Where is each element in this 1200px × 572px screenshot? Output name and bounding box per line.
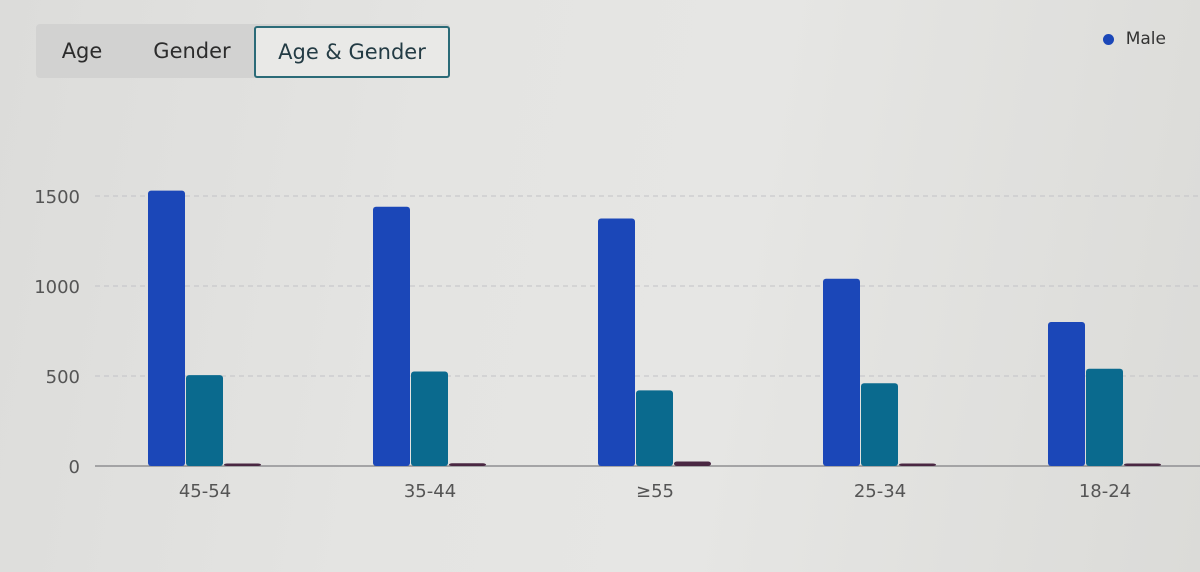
x-tick-label-2: ≥55 — [636, 481, 674, 502]
chart-legend: Male — [1102, 29, 1166, 49]
bar-25-34-series-2 — [899, 463, 936, 466]
legend-label-male: Male — [1125, 29, 1166, 49]
x-tick-label-1: 35-44 — [404, 481, 456, 502]
y-tick-label-500: 500 — [46, 367, 80, 388]
view-tab-bar: Age Gender Age & Gender — [36, 24, 450, 78]
bar-18-24-series-2 — [1124, 463, 1161, 466]
y-tick-label-1500: 1500 — [34, 187, 80, 208]
bar-25-34-series-0 — [823, 278, 860, 466]
bar-≥55-series-0 — [598, 218, 635, 466]
bar-45-54-series-0 — [148, 190, 185, 466]
x-tick-label-4: 18-24 — [1079, 481, 1131, 502]
bar-45-54-series-2 — [224, 463, 261, 466]
bar-25-34-series-1 — [861, 383, 898, 466]
bar-18-24-series-1 — [1086, 368, 1123, 466]
bar-≥55-series-1 — [636, 390, 673, 466]
bar-35-44-series-1 — [411, 371, 448, 466]
y-tick-label-0: 0 — [69, 457, 80, 478]
bar-35-44-series-0 — [373, 206, 410, 467]
bar-≥55-series-2 — [674, 461, 711, 466]
tab-gender[interactable]: Gender — [153, 39, 231, 63]
bar-18-24-series-0 — [1048, 322, 1085, 466]
y-tick-label-1000: 1000 — [34, 277, 80, 298]
legend-marker-male — [1102, 33, 1114, 45]
bar-45-54-series-1 — [186, 375, 223, 466]
tab-age-and-gender[interactable]: Age & Gender — [254, 26, 450, 78]
x-tick-label-3: 25-34 — [854, 481, 906, 502]
tab-age[interactable]: Age — [61, 39, 103, 63]
bar-35-44-series-2 — [449, 463, 486, 466]
x-tick-label-0: 45-54 — [179, 481, 231, 502]
